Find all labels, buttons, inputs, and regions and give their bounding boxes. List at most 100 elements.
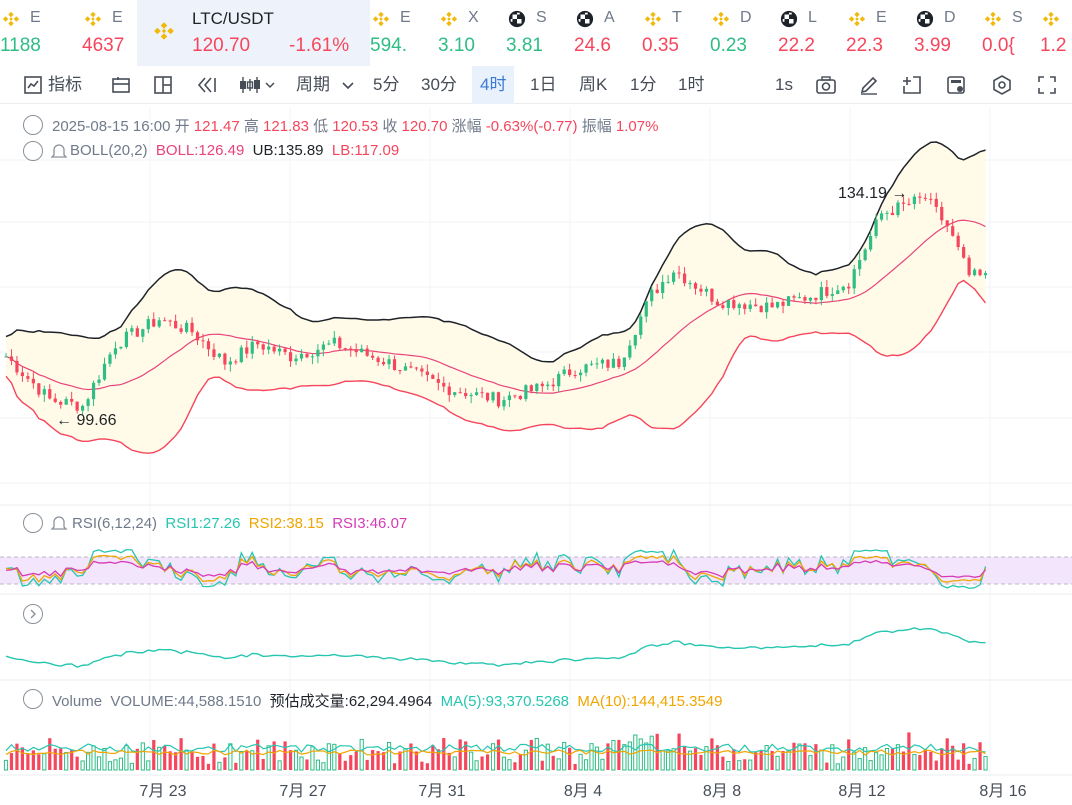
calculator-icon[interactable] xyxy=(945,74,967,96)
ticker-item[interactable]: X 3.10 xyxy=(438,0,506,66)
candle-body xyxy=(726,300,730,308)
bnb-diamond-icon xyxy=(372,10,390,28)
candle-body xyxy=(568,369,572,376)
ticker-item[interactable]: LTC/USDT 120.70 -1.61% xyxy=(137,0,370,66)
volume-bar xyxy=(868,760,873,771)
add-window-icon[interactable] xyxy=(901,74,923,96)
layout-icon[interactable] xyxy=(152,74,174,96)
volume-bar xyxy=(59,748,63,770)
period-1d[interactable]: 1日 xyxy=(530,75,557,94)
volume-bar xyxy=(315,759,321,771)
candle-body xyxy=(234,361,238,363)
candle-body xyxy=(929,198,933,200)
period-30m[interactable]: 30分 xyxy=(421,75,457,94)
volume-bar xyxy=(381,752,386,770)
candle-body xyxy=(951,226,955,236)
volume-bar xyxy=(447,752,451,770)
ticker-item[interactable]: T 0.35 xyxy=(642,0,710,66)
candle-body xyxy=(305,353,309,358)
ticker-item[interactable]: A 24.6 xyxy=(574,0,642,66)
rsi-legend: RSI(6,12,24) RSI1:27.26 RSI2:38.15 RSI3:… xyxy=(72,515,407,532)
pencil-icon[interactable] xyxy=(858,74,880,96)
rsi1-value: RSI1:27.26 xyxy=(165,515,241,532)
candle-body xyxy=(923,197,927,199)
change-label: 涨幅 xyxy=(451,118,482,135)
ticker-item[interactable]: D 3.99 xyxy=(914,0,982,66)
close-label: 收 xyxy=(382,118,398,135)
bell-icon[interactable] xyxy=(50,141,68,161)
candle-body xyxy=(442,382,446,387)
candle-body xyxy=(540,383,544,387)
ticker-item[interactable]: E 4637 xyxy=(82,0,137,66)
candle-body xyxy=(146,319,150,330)
candle-body xyxy=(458,392,462,394)
checker-ball-icon xyxy=(576,10,594,28)
ticker-item[interactable]: S 0.0{ xyxy=(982,0,1040,66)
candle-body xyxy=(940,206,944,221)
period-4h[interactable]: 4时 xyxy=(472,66,515,104)
volume-bar xyxy=(523,749,528,771)
indicators-icon[interactable] xyxy=(22,74,44,96)
collapse-rsi-icon[interactable] xyxy=(23,513,43,533)
period-1m[interactable]: 1分 xyxy=(630,75,657,94)
candle-body xyxy=(518,395,522,400)
candle-body xyxy=(464,392,468,397)
volume-bar xyxy=(217,761,222,771)
candle-body xyxy=(600,359,605,364)
volume-bar xyxy=(146,760,151,771)
volume-bar xyxy=(721,756,725,770)
volume-bar xyxy=(245,751,249,770)
fullscreen-icon[interactable] xyxy=(1036,74,1058,96)
expand-indicator-icon[interactable] xyxy=(23,604,43,624)
chart-type-icon[interactable] xyxy=(238,74,278,96)
volume-bar xyxy=(212,743,216,770)
ticker-item[interactable]: E 594. xyxy=(370,0,438,66)
period-1w[interactable]: 周K xyxy=(579,75,608,94)
camera-icon[interactable] xyxy=(815,74,837,96)
ticker-item[interactable]: E 1188 xyxy=(0,0,82,66)
ticker-price: 594. xyxy=(370,35,407,56)
chevron-down-icon[interactable] xyxy=(340,74,356,96)
candle-body xyxy=(119,346,123,349)
settings-icon[interactable] xyxy=(991,74,1013,96)
bnb-diamond-icon xyxy=(712,10,730,28)
volume-bar xyxy=(223,757,227,770)
bnb-diamond-icon xyxy=(84,10,102,28)
volume-bar xyxy=(135,748,139,770)
period-5m[interactable]: 5分 xyxy=(373,75,400,94)
candle-body xyxy=(491,392,495,401)
ticker-item[interactable]: D 0.23 xyxy=(710,0,778,66)
indicators-button[interactable]: 指标 xyxy=(48,75,82,94)
volume-bar xyxy=(726,761,731,771)
template-icon[interactable] xyxy=(110,74,132,96)
volume-bar xyxy=(283,741,287,770)
ticker-item[interactable]: L 22.2 xyxy=(778,0,846,66)
high-price-annotation: 134.19 → xyxy=(838,185,907,202)
collapse-volume-icon[interactable] xyxy=(23,689,43,709)
period-dropdown[interactable]: 周期 xyxy=(296,75,330,94)
candle-body xyxy=(945,220,949,227)
collapse-boll-icon[interactable] xyxy=(23,141,43,161)
candle-body xyxy=(42,389,46,395)
bnb-diamond-icon xyxy=(1042,10,1060,28)
ticker-item[interactable]: 1.2 xyxy=(1040,0,1072,66)
candle-body xyxy=(644,301,648,317)
candle-body xyxy=(381,362,386,365)
period-1h[interactable]: 1时 xyxy=(678,75,705,94)
candle-body xyxy=(655,289,659,293)
volume-bar xyxy=(442,738,446,770)
volume-value: VOLUME:44,588.1510 xyxy=(110,693,262,710)
volume-bar xyxy=(190,751,194,770)
rsi3-value: RSI3:46.07 xyxy=(332,515,408,532)
candle-body xyxy=(682,273,687,284)
replay-icon[interactable] xyxy=(196,74,218,96)
bell-icon[interactable] xyxy=(50,513,68,533)
collapse-ohlc-icon[interactable] xyxy=(23,115,43,135)
amplitude-value: 1.07% xyxy=(615,118,659,135)
interval-1s[interactable]: 1s xyxy=(775,75,793,94)
volume-bar xyxy=(660,750,665,771)
ticker-item[interactable]: S 3.81 xyxy=(506,0,574,66)
candle-body xyxy=(245,347,249,354)
ticker-item[interactable]: E 22.3 xyxy=(846,0,914,66)
